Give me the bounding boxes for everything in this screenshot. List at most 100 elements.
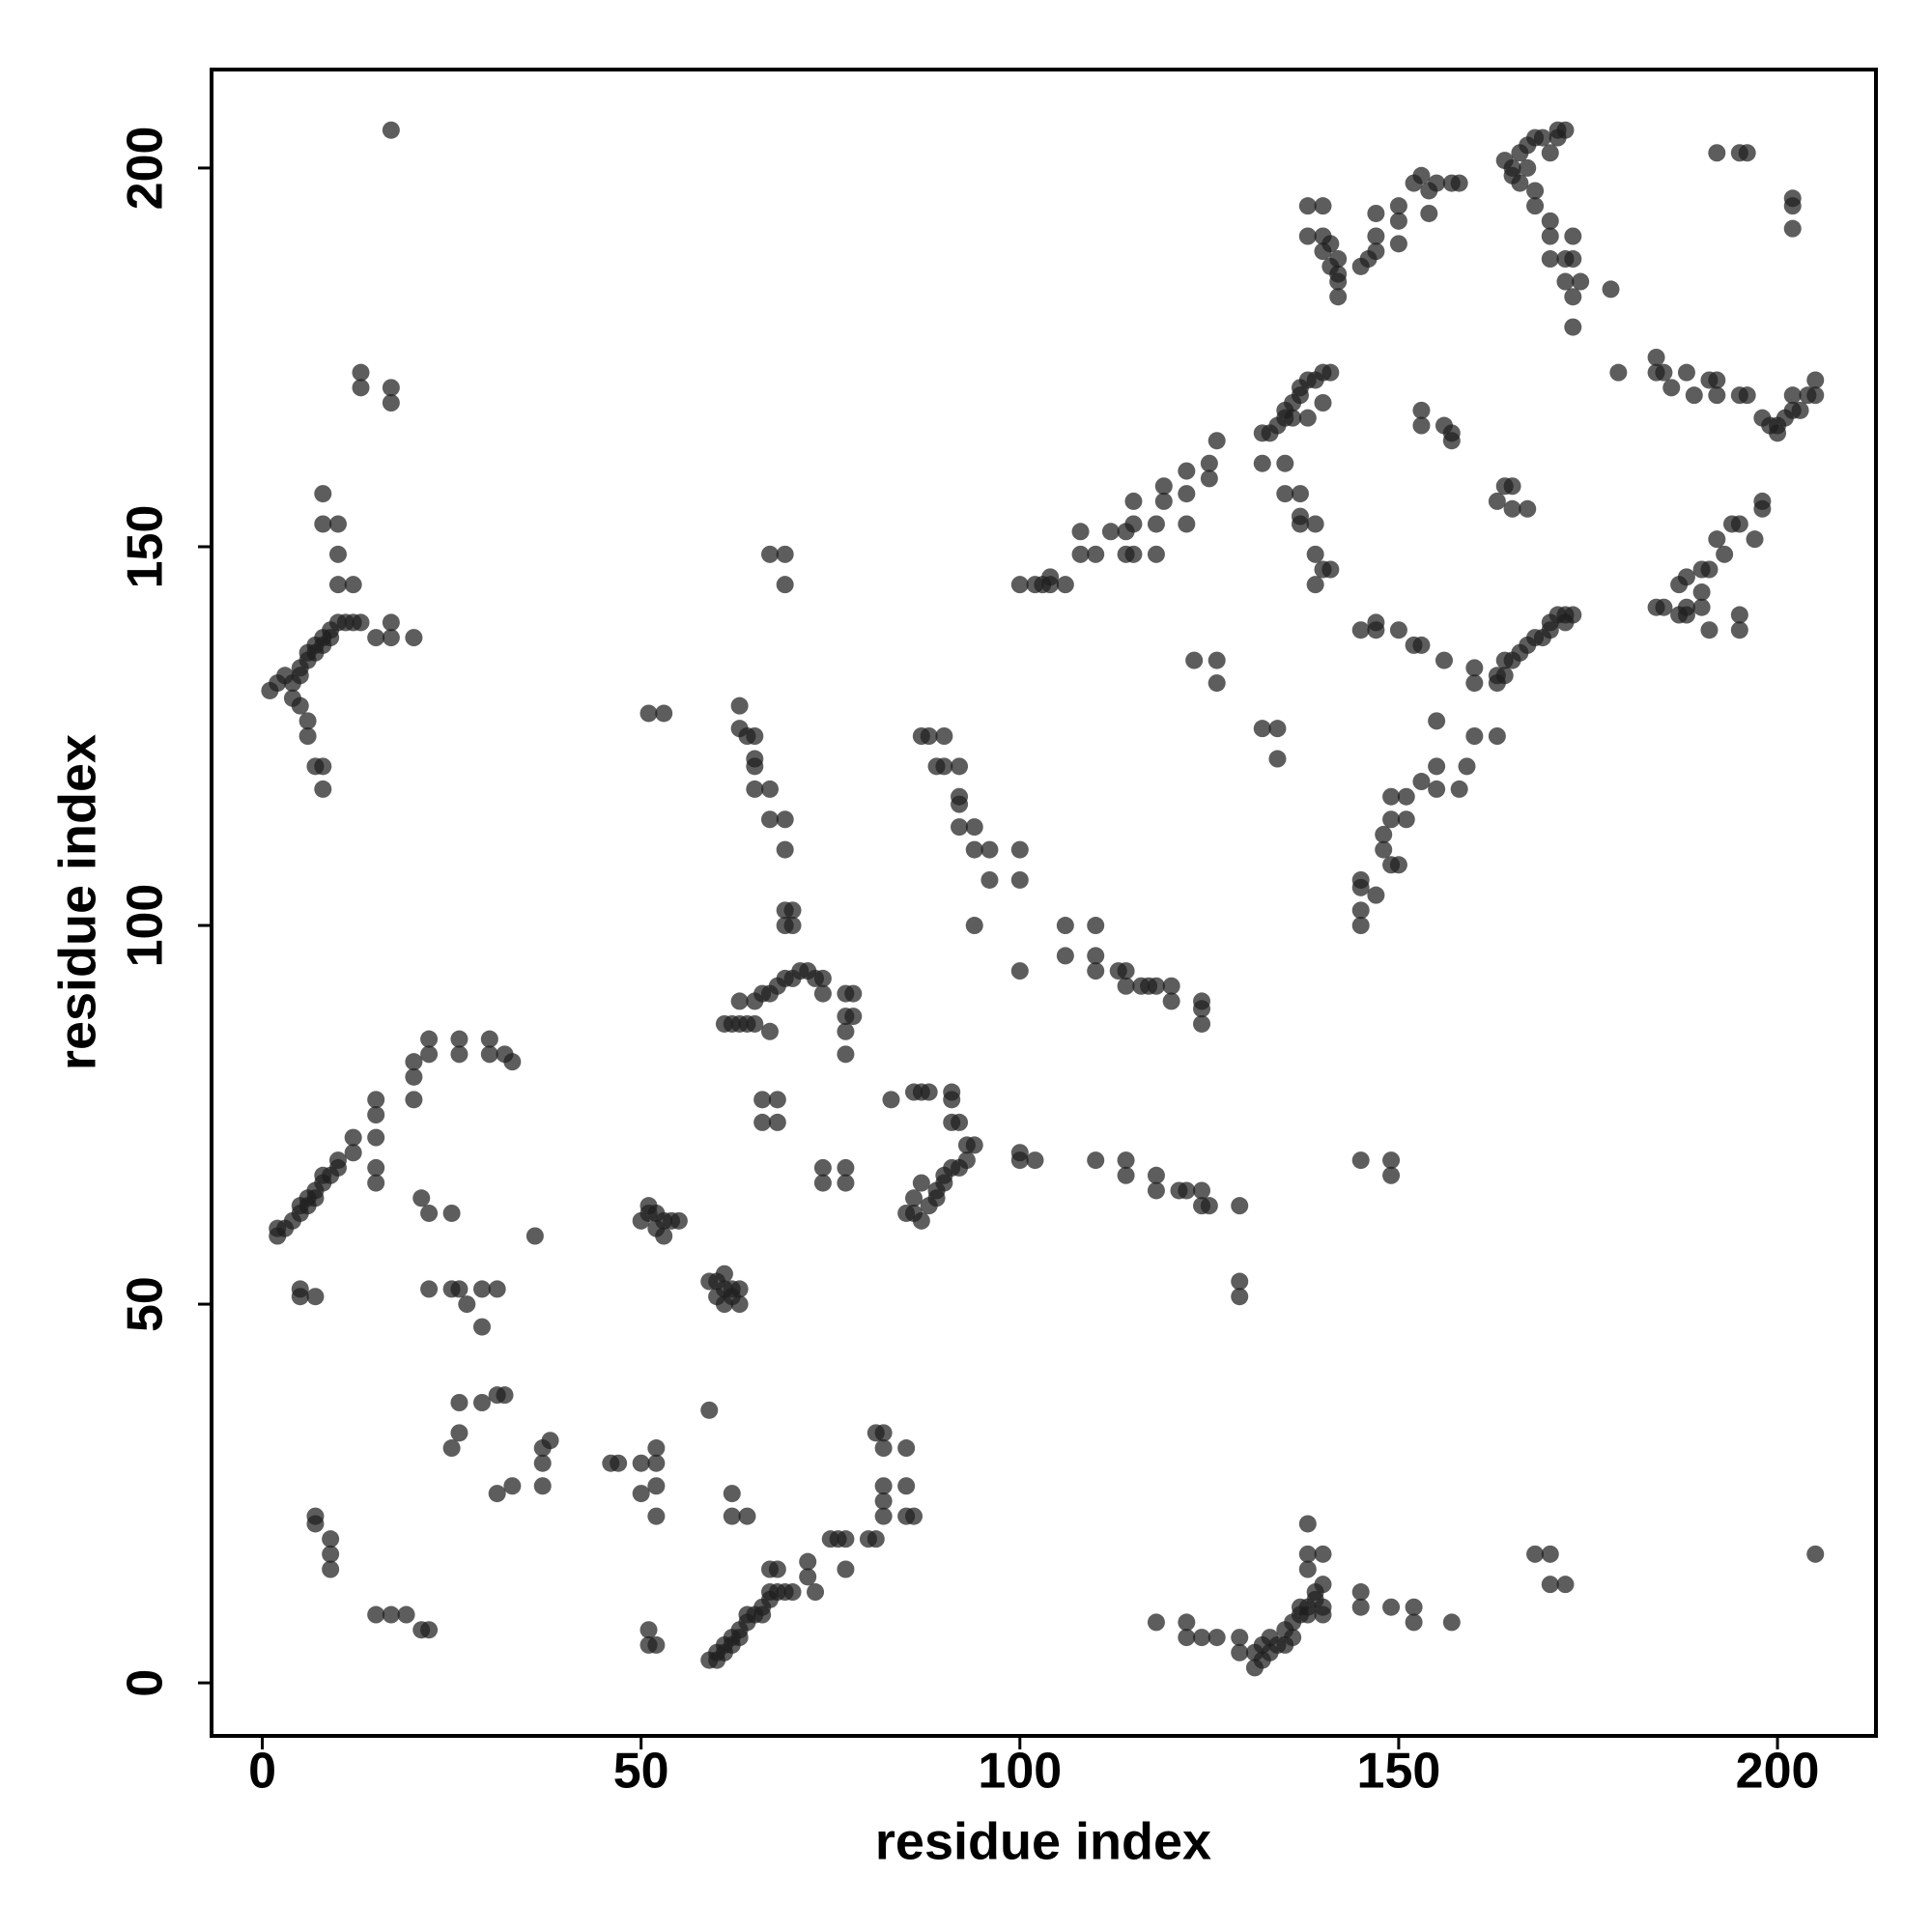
point <box>450 1030 469 1048</box>
x-tick-label: 0 <box>248 1744 276 1800</box>
point <box>472 1318 491 1336</box>
point <box>715 1295 733 1314</box>
point <box>980 840 999 859</box>
y-tick-label: 50 <box>118 1276 174 1332</box>
point <box>760 810 779 829</box>
point <box>382 613 400 632</box>
point <box>943 1091 961 1109</box>
point <box>980 870 999 889</box>
point <box>1420 204 1438 222</box>
point <box>1541 227 1559 245</box>
point <box>314 757 332 776</box>
point <box>314 485 332 503</box>
point <box>965 818 983 837</box>
point <box>1382 810 1401 829</box>
point <box>1314 197 1332 215</box>
point <box>344 1144 362 1162</box>
point <box>533 1454 552 1472</box>
point <box>291 1280 309 1298</box>
point <box>1208 432 1226 450</box>
point <box>715 1264 733 1283</box>
y-tick-label: 200 <box>118 127 174 211</box>
point <box>965 917 983 935</box>
point <box>647 1454 666 1472</box>
point <box>1428 757 1446 776</box>
point <box>935 757 953 776</box>
point <box>382 629 400 647</box>
point <box>1200 1197 1218 1215</box>
point <box>1351 917 1370 935</box>
point <box>1730 386 1748 405</box>
point <box>306 1288 325 1306</box>
point <box>442 1439 461 1458</box>
point <box>1382 1151 1401 1170</box>
point <box>1412 166 1431 185</box>
point <box>1602 280 1620 298</box>
point <box>1503 477 1521 496</box>
point <box>1806 1545 1825 1563</box>
point <box>1783 386 1802 405</box>
point <box>837 1045 855 1064</box>
point <box>1806 371 1825 389</box>
point <box>746 1014 764 1033</box>
point <box>897 1204 916 1222</box>
point <box>753 1113 772 1131</box>
point <box>1495 667 1514 685</box>
point <box>1382 787 1401 806</box>
point <box>1071 523 1090 541</box>
point <box>844 984 863 1003</box>
point <box>1389 235 1407 253</box>
point <box>905 1189 923 1208</box>
point <box>1677 363 1695 382</box>
point <box>488 1280 506 1298</box>
point <box>1541 144 1559 162</box>
point <box>1746 530 1764 549</box>
point <box>776 545 794 563</box>
point <box>1329 272 1348 291</box>
point <box>1677 606 1695 624</box>
point <box>1738 144 1756 162</box>
point <box>655 704 673 723</box>
point <box>837 1158 855 1177</box>
point <box>1806 386 1825 405</box>
point <box>1193 1014 1211 1033</box>
point <box>1692 598 1711 616</box>
point <box>1231 1643 1249 1662</box>
point <box>1298 409 1317 427</box>
point <box>1662 379 1681 397</box>
point <box>1708 386 1726 405</box>
point <box>382 121 400 139</box>
point <box>1700 621 1719 639</box>
x-tick-label: 100 <box>978 1744 1062 1800</box>
point <box>496 1045 514 1064</box>
point <box>1208 651 1226 669</box>
point <box>1147 977 1165 995</box>
point <box>746 727 764 745</box>
point <box>753 1091 772 1109</box>
point <box>1708 530 1726 549</box>
point <box>1314 1576 1332 1594</box>
point <box>1519 499 1537 518</box>
point <box>1314 1545 1332 1563</box>
point <box>1056 576 1074 594</box>
point <box>951 757 969 776</box>
point <box>367 1158 385 1177</box>
point <box>951 818 969 837</box>
point <box>450 1394 469 1411</box>
point <box>1389 621 1407 639</box>
point <box>1382 1598 1401 1616</box>
point <box>488 1485 506 1503</box>
point <box>1730 621 1748 639</box>
point <box>472 1394 491 1411</box>
point <box>1564 227 1582 245</box>
point <box>405 1091 423 1109</box>
point <box>1708 144 1726 162</box>
point <box>1389 856 1407 874</box>
point <box>1564 250 1582 269</box>
point <box>1450 780 1468 798</box>
point <box>382 394 400 412</box>
point <box>813 1174 832 1192</box>
point <box>1526 1545 1545 1563</box>
point <box>1389 212 1407 230</box>
